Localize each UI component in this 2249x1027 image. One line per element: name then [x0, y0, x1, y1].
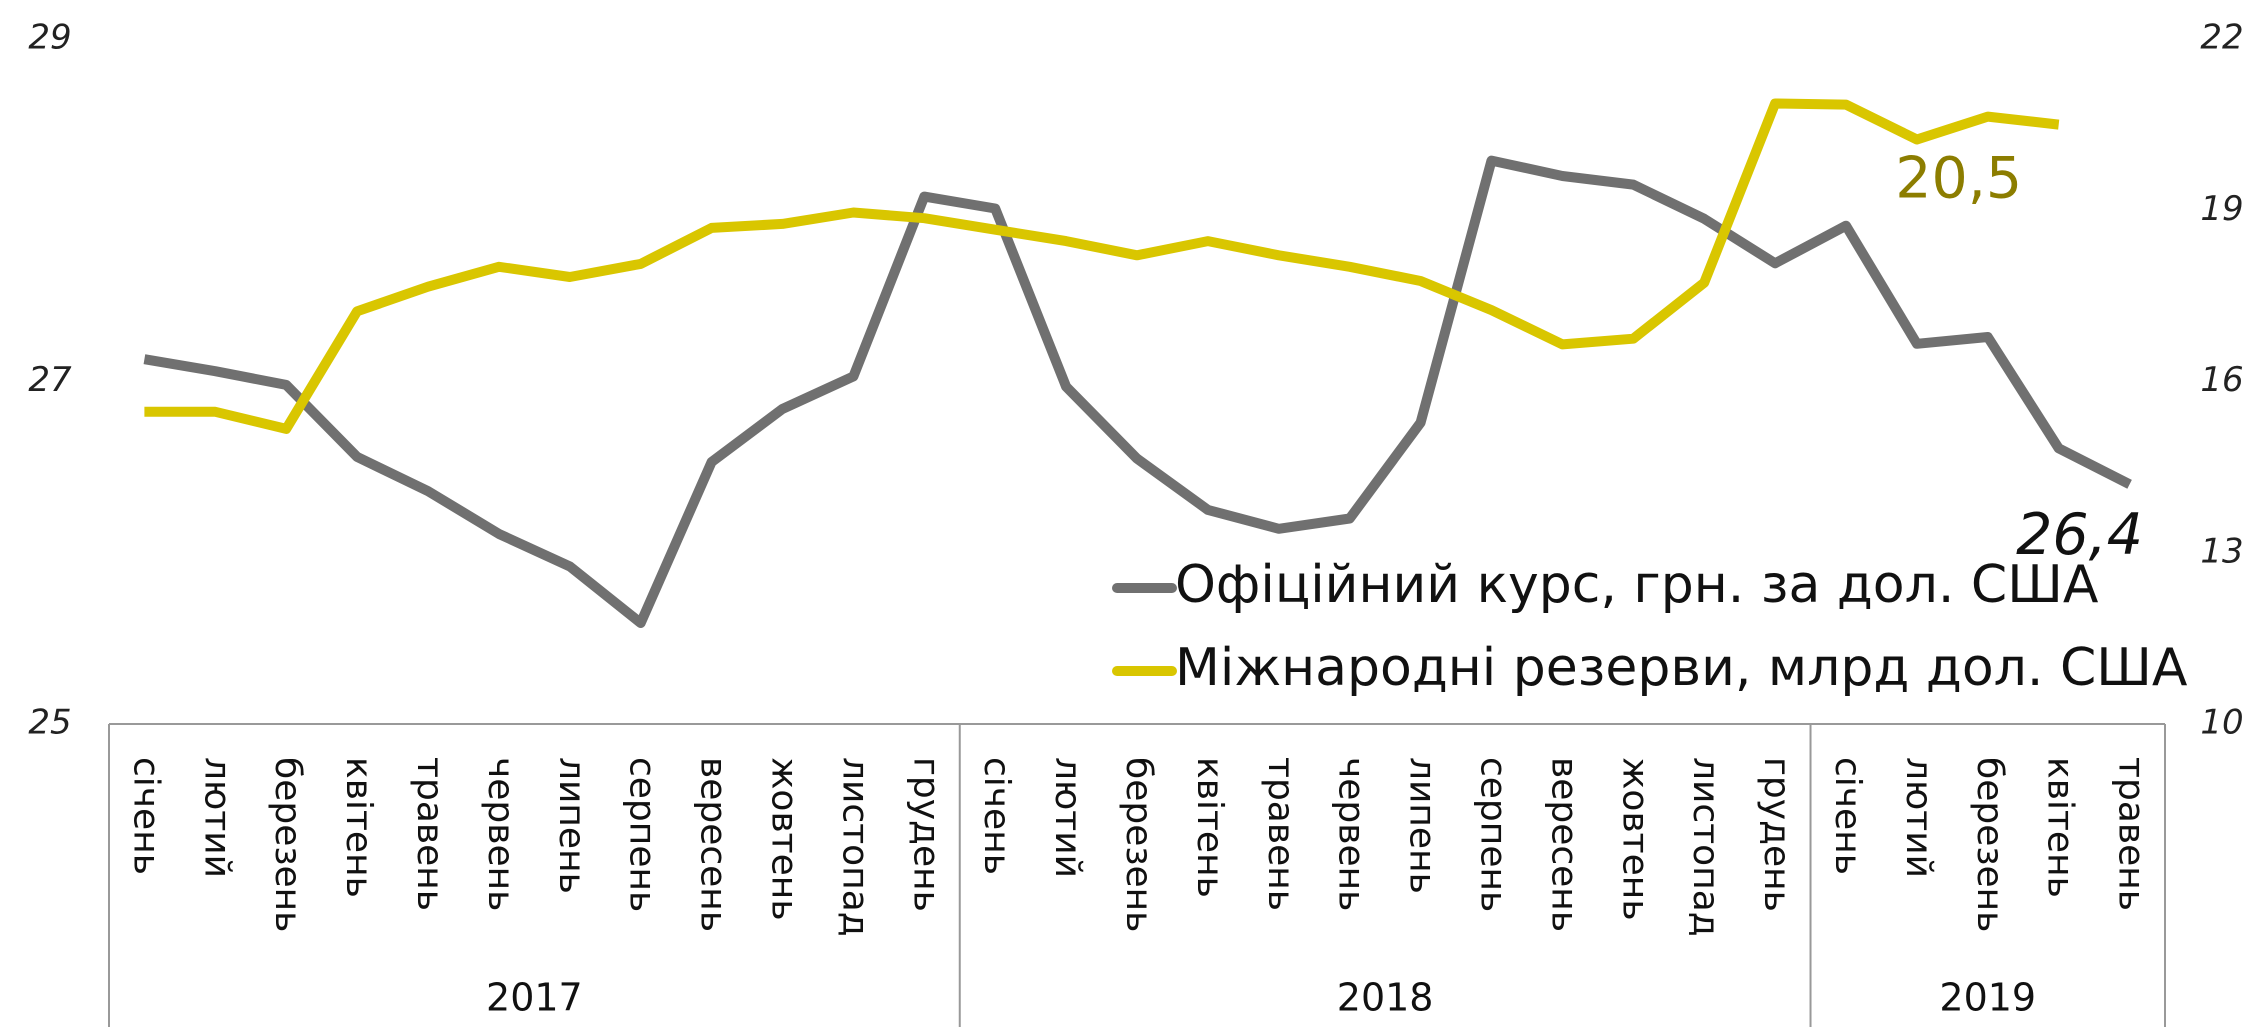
x-tick-label: листопад [1685, 757, 1726, 937]
x-tick-label: липень [551, 757, 592, 894]
x-tick-label: січень [1827, 757, 1868, 875]
y2-tick-label: 19 [2200, 189, 2243, 229]
x-tick-label: травень [409, 757, 450, 911]
x-tick-label: лютий [1898, 757, 1939, 878]
x-tick-label: квітень [2040, 757, 2081, 898]
x-tick-label: червень [1331, 757, 1372, 911]
x-tick-label: лютий [196, 757, 237, 878]
x-tick-label: серпень [1472, 757, 1513, 912]
series-line [143, 155, 2132, 628]
x-tick-label: січень [976, 757, 1017, 875]
data-label: 20,5 [1895, 145, 2022, 211]
y2-tick-label: 13 [2200, 531, 2243, 571]
x-tick-label: березень [1118, 757, 1159, 932]
y-tick-label: 25 [28, 703, 71, 743]
x-tick-label: серпень [622, 757, 663, 912]
y-tick-label: 27 [28, 360, 72, 400]
x-tick-label: квітень [1189, 757, 1230, 898]
x-tick-label: вересень [1543, 757, 1584, 932]
x-tick-label: травень [1260, 757, 1301, 911]
x-tick-label: листопад [834, 757, 875, 937]
x-tick-label: вересень [693, 757, 734, 932]
year-label: 2017 [486, 976, 583, 1020]
x-tick-label: жовтень [1614, 757, 1655, 921]
year-label: 2019 [1939, 976, 2036, 1020]
x-tick-label: червень [480, 757, 521, 911]
x-tick-label: лютий [1047, 757, 1088, 878]
x-tick-label: грудень [1756, 757, 1797, 912]
data-label: 26,4 [2016, 502, 2143, 568]
y-tick-label: 29 [28, 18, 71, 58]
legend-label: Офіційний курс, грн. за дол. США [1175, 555, 2099, 615]
year-label: 2018 [1337, 976, 1434, 1020]
x-tick-label: квітень [338, 757, 379, 898]
x-tick-label: жовтень [764, 757, 805, 921]
y2-tick-label: 10 [2200, 703, 2243, 743]
series-line [144, 98, 2060, 434]
y2-tick-label: 22 [2200, 18, 2243, 58]
x-tick-label: травень [2111, 757, 2152, 911]
x-tick-label: березень [267, 757, 308, 932]
x-tick-label: березень [1969, 757, 2010, 932]
y2-tick-label: 16 [2200, 360, 2243, 400]
x-tick-label: липень [1402, 757, 1443, 894]
x-tick-label: грудень [905, 757, 946, 912]
legend-label: Міжнародні резерви, млрд дол. США [1175, 638, 2188, 698]
x-tick-label: січень [125, 757, 166, 875]
